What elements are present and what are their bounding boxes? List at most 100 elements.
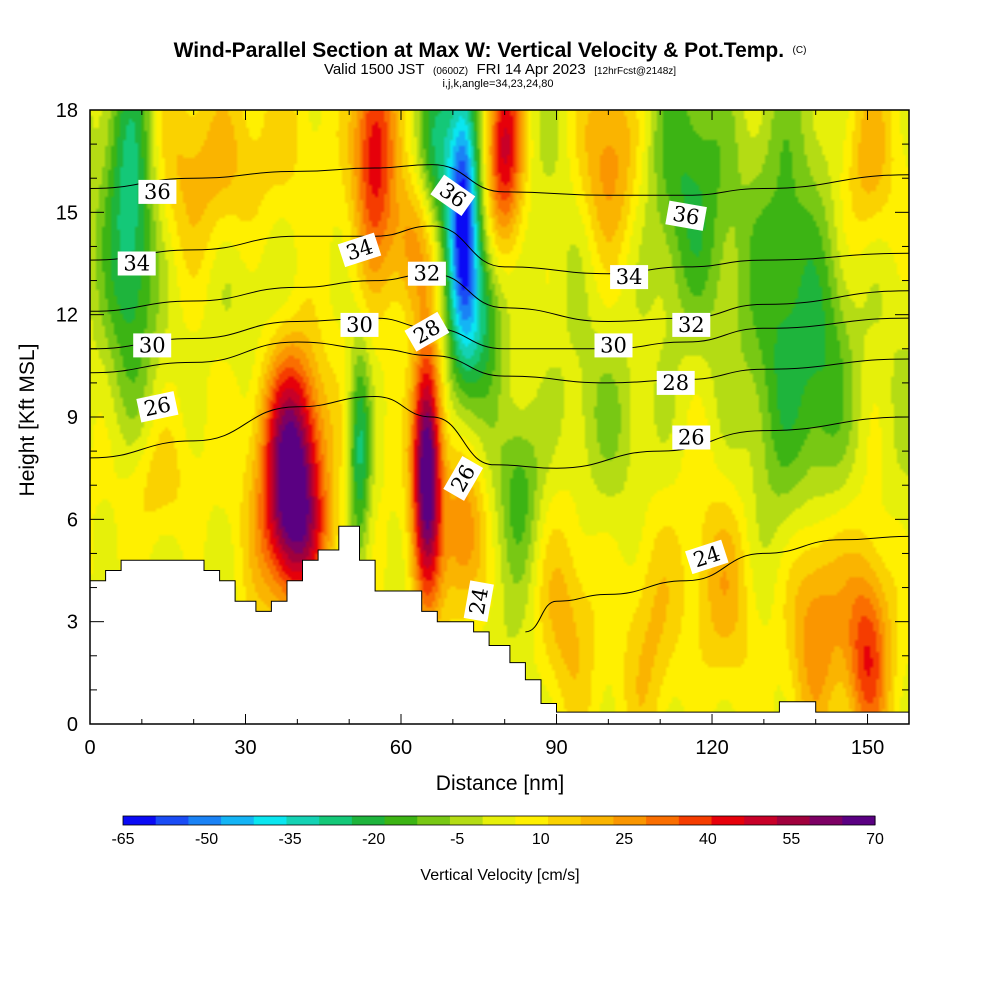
contour-label-box [136, 391, 179, 423]
colorbar-swatch [384, 816, 418, 825]
contour-label: 30 [340, 312, 379, 337]
contour-label-text: 26 [142, 392, 173, 421]
contour-label-box [117, 251, 156, 276]
contour-label-text: 26 [678, 426, 705, 450]
copyright-mark: (C) [793, 45, 807, 56]
contour-label: 34 [117, 251, 156, 276]
theta-contour-34 [90, 225, 909, 275]
colorbar-swatch [319, 816, 353, 825]
x-tick-label: 0 [84, 737, 95, 759]
contour-label: 36 [138, 179, 177, 204]
x-tick-label: 150 [851, 737, 884, 759]
colorbar-tick-label: 25 [615, 831, 633, 848]
x-tick-label: 30 [234, 737, 256, 759]
valid-time: Valid 1500 JST [324, 61, 425, 78]
colorbar-swatch [449, 816, 484, 825]
colorbar: -65 -50 -35 -20 -5 10 25 40 55 70 [111, 815, 884, 848]
colorbar-swatch [646, 816, 680, 825]
contour-label-box [407, 261, 446, 286]
colorbar-swatch [809, 816, 843, 825]
contour-label: 32 [672, 312, 711, 337]
colorbar-swatch [711, 816, 745, 825]
contour-label-text: 30 [346, 313, 373, 337]
chart-title: Wind-Parallel Section at Max W: Vertical… [174, 39, 807, 62]
contour-label-box [138, 179, 177, 204]
contour-label-text: 32 [414, 262, 441, 286]
contour-label-text: 36 [671, 202, 701, 230]
theta-contour-30 [90, 317, 909, 350]
x-tick-label: 120 [695, 737, 728, 759]
contour-label: 34 [610, 265, 649, 290]
contour-label-box [340, 312, 379, 337]
y-tick-label: 15 [56, 202, 78, 224]
theta-contour-32 [90, 273, 909, 323]
theta-contour-28 [90, 341, 909, 384]
contour-label-box [610, 265, 649, 290]
contour-label-text: 30 [600, 333, 627, 357]
terrain-mask [90, 525, 909, 724]
colorbar-swatch [613, 816, 647, 825]
colorbar-frame [122, 815, 876, 826]
theta-contour-26 [90, 395, 909, 469]
contour-label-text: 28 [662, 371, 689, 395]
colorbar-swatch [580, 816, 615, 825]
contour-label-box [665, 200, 707, 231]
colorbar-label: Vertical Velocity [cm/s] [420, 867, 579, 884]
colorbar-tick-label: -50 [195, 831, 218, 848]
valid-date: FRI 14 Apr 2023 [477, 61, 586, 78]
colorbar-swatch [253, 816, 288, 825]
colorbar-swatch [286, 816, 320, 825]
contour-label-text: 34 [123, 252, 150, 276]
contour-label: 26 [672, 425, 711, 450]
y-tick-label: 0 [67, 714, 78, 736]
theta-contour-36 [90, 164, 909, 196]
contour-label: 24 [463, 580, 494, 622]
contour-label-box [133, 333, 172, 358]
y-tick-label: 3 [67, 612, 78, 634]
colorbar-swatch [417, 816, 451, 825]
x-tick-label: 60 [390, 737, 412, 759]
colorbar-swatch [482, 816, 516, 825]
colorbar-swatch [188, 816, 222, 825]
theta-contour-24 [525, 535, 909, 633]
colorbar-swatch [515, 816, 549, 825]
potential-temperature-contours [90, 164, 909, 633]
colorbar-swatch [776, 816, 811, 825]
contour-label-text: 30 [139, 333, 166, 357]
colorbar-tick-label: -5 [450, 831, 464, 848]
colorbar-swatch [744, 816, 778, 825]
contour-label: 32 [407, 261, 446, 286]
colorbar-swatch [842, 816, 876, 825]
contour-label-box [594, 333, 633, 358]
contour-label-box [463, 580, 494, 622]
colorbar-swatch [221, 816, 255, 825]
y-tick-label: 18 [56, 100, 78, 122]
contour-label: 36 [665, 200, 707, 231]
contour-label-box [656, 370, 695, 395]
contour-label-box [430, 174, 476, 217]
contour-label-text: 34 [616, 265, 643, 289]
colorbar-swatch [678, 816, 713, 825]
contour-label-box [404, 311, 450, 352]
contour-label-text: 32 [678, 313, 705, 337]
grid-indices: i,j,k,angle=34,23,24,80 [442, 78, 553, 90]
contour-label-box [672, 312, 711, 337]
y-tick-label: 9 [67, 407, 78, 429]
chart-title-main: Wind-Parallel Section at Max W: Vertical… [174, 39, 785, 62]
contour-label-box [685, 539, 729, 575]
colorbar-tick-label: -20 [362, 831, 385, 848]
contour-label-box [672, 425, 711, 450]
contour-label-box [337, 232, 382, 268]
colorbar-tick-label: 10 [532, 831, 550, 848]
contour-label: 34 [337, 232, 382, 268]
x-tick-label: 90 [545, 737, 567, 759]
chart-subtitle: Valid 1500 JST (0600Z) FRI 14 Apr 2023 [… [324, 61, 676, 78]
colorbar-tick-label: -35 [279, 831, 302, 848]
colorbar-tick-label: 40 [699, 831, 717, 848]
x-axis-label: Distance [nm] [436, 772, 564, 795]
contour-label-box [443, 455, 484, 501]
